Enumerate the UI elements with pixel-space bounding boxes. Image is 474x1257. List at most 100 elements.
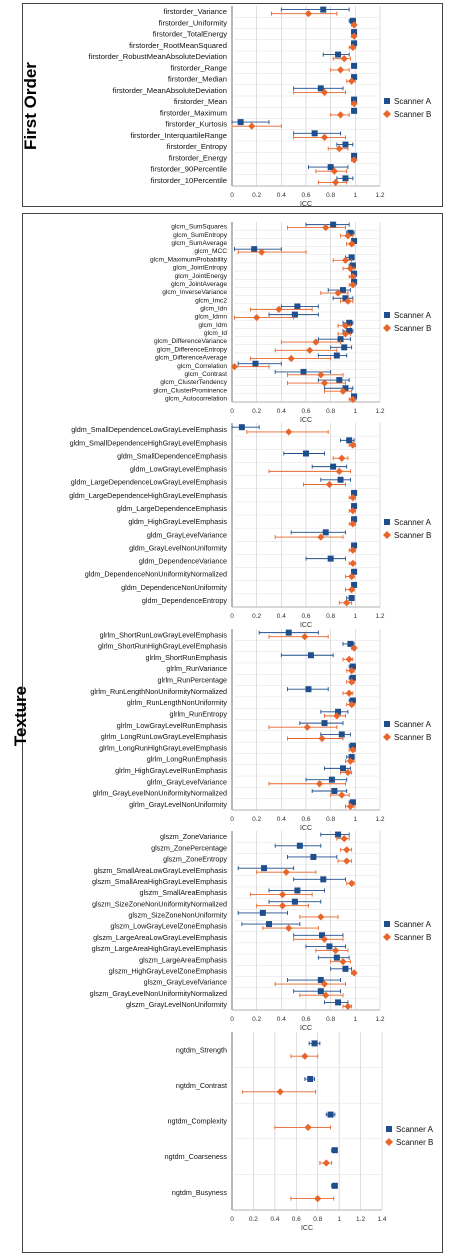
scanner-b-point: [340, 55, 348, 63]
scanner-b-point: [349, 507, 357, 515]
legend-label-scanner-a: Scanner A: [394, 720, 432, 729]
scanner-b-point: [276, 1088, 284, 1096]
scanner-a-point: [311, 130, 318, 137]
category-label: firstorder_RootMeanSquared: [129, 41, 227, 50]
scanner-a-point: [337, 476, 344, 483]
scanner-b-point: [346, 802, 354, 810]
scanner-b-point: [341, 256, 350, 264]
scanner-a-point: [348, 754, 355, 761]
scanner-a-point: [351, 29, 358, 36]
x-axis-label: ICC: [300, 417, 312, 424]
scanner-b-point: [322, 223, 330, 232]
category-label: glszm_LargeAreaHighGrayLevelEmphasis: [92, 944, 228, 953]
scanner-b-point: [345, 655, 353, 663]
scanner-b-point: [301, 1052, 309, 1060]
x-tick-label: 0.6: [301, 192, 310, 199]
scanner-a-point: [285, 629, 292, 636]
legend-label-scanner-b: Scanner B: [394, 324, 431, 333]
scanner-a-point: [300, 368, 307, 375]
category-label: glcm_JointEnergy: [175, 273, 228, 280]
legend-marker-scanner-a: [384, 98, 390, 104]
scanner-b-point: [349, 546, 357, 554]
scanner-b-point: [340, 835, 348, 843]
x-tick-label: 1.2: [356, 1216, 365, 1223]
scanner-b-point: [304, 10, 313, 18]
category-label: glrlm_GrayLevelNonUniformityNormalized: [93, 789, 227, 798]
scanner-b-point: [349, 520, 357, 528]
category-label: glcm_DifferenceVariance: [154, 338, 227, 345]
legend-label-scanner-a: Scanner A: [394, 920, 432, 929]
legend-label-scanner-b: Scanner B: [394, 933, 431, 942]
scanner-b-point: [253, 313, 261, 322]
category-label: firstorder_Energy: [169, 153, 227, 162]
category-label: ngtdm_Strength: [176, 1045, 227, 1054]
scanner-b-point: [338, 454, 346, 462]
scanner-a-point: [351, 270, 358, 277]
category-label: gldm_GrayLevelVariance: [147, 530, 227, 539]
scanner-a-point: [349, 17, 356, 24]
scanner-a-point: [296, 842, 303, 849]
x-tick-label: 0.2: [252, 816, 261, 823]
legend-marker-scanner-b: [383, 531, 391, 539]
scanner-b-point: [315, 780, 324, 788]
legend-marker-scanner-b: [383, 733, 391, 741]
scanner-a-point: [336, 377, 343, 384]
x-tick-label: 1.4: [377, 1216, 386, 1223]
scanner-b-point: [330, 167, 338, 175]
scanner-a-point: [347, 229, 354, 236]
category-label: firstorder_Mean: [174, 97, 227, 106]
scanner-a-point: [310, 853, 317, 860]
x-tick-label: 0.2: [252, 192, 261, 199]
legend-marker-scanner-a: [384, 519, 390, 525]
category-label: glszm_SizeZoneNonUniformity: [128, 911, 227, 920]
scanner-b-point: [303, 723, 311, 731]
scanner-b-point: [322, 1159, 330, 1167]
scanner-a-point: [351, 74, 358, 81]
scanner-b-point: [348, 77, 356, 85]
category-label: gldm_LargeDependenceEmphasis: [117, 504, 228, 513]
x-tick-label: 0.6: [301, 613, 310, 620]
category-label: glrlm_LongRunHighGrayLevelEmphasis: [99, 743, 227, 752]
scanner-b-point: [348, 572, 356, 581]
x-tick-label: 0: [230, 408, 234, 415]
scanner-a-point: [351, 516, 358, 523]
x-tick-label: 0.4: [277, 192, 286, 199]
scanner-b-point: [348, 678, 356, 686]
scanner-a-point: [330, 221, 337, 228]
x-tick-label: 1: [337, 1216, 341, 1223]
legend-marker-scanner-b: [383, 933, 391, 941]
scanner-a-point: [305, 686, 312, 693]
scanner-b-point: [320, 980, 329, 988]
scanner-a-point: [335, 708, 342, 715]
scanner-a-point: [349, 742, 356, 749]
category-label: glcm_JointAverage: [171, 281, 227, 288]
scanner-b-point: [335, 145, 343, 153]
scanner-b-point: [338, 791, 346, 799]
legend-marker-scanner-b: [385, 1138, 393, 1146]
x-tick-label: 0.8: [326, 1016, 335, 1023]
scanner-b-point: [301, 633, 309, 641]
scanner-a-point: [317, 85, 324, 92]
scanner-a-point: [320, 6, 327, 13]
category-label: ngtdm_Complexity: [167, 1117, 227, 1126]
scanner-b-point: [349, 43, 357, 51]
scanner-b-point: [317, 371, 325, 379]
legend-label-scanner-b: Scanner B: [394, 110, 431, 119]
scanner-b-point: [349, 559, 357, 567]
x-tick-label: 0: [230, 816, 234, 823]
scanner-a-point: [342, 965, 349, 972]
category-label: firstorder_Uniformity: [159, 18, 228, 27]
scanner-b-point: [343, 857, 351, 865]
x-tick-label: 1.2: [375, 613, 384, 620]
category-label: glcm_MaximumProbability: [150, 256, 228, 263]
category-label: glcm_ClusterTendency: [160, 379, 227, 386]
x-tick-label: 1: [354, 192, 358, 199]
scanner-a-point: [338, 731, 345, 738]
category-label: glrlm_RunLengthNonUniformity: [127, 698, 228, 707]
scanner-a-point: [331, 1182, 338, 1189]
category-label: gldm_SmallDependenceLowGrayLevelEmphasis: [71, 425, 227, 434]
category-label: gldm_LargeDependenceLowGrayLevelEmphasis: [71, 478, 228, 487]
x-axis-label: ICC: [300, 1025, 312, 1032]
scanner-a-point: [351, 542, 358, 549]
category-label: glcm_SumSquares: [171, 224, 227, 231]
